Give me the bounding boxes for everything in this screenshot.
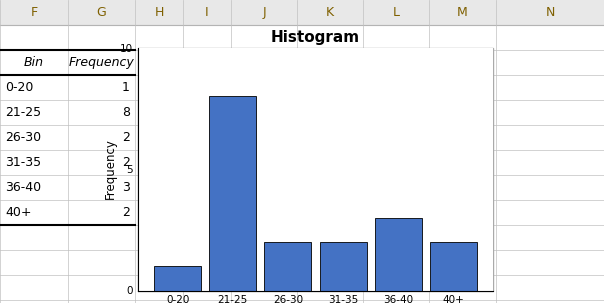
Text: G: G — [97, 6, 106, 19]
Text: M: M — [457, 6, 468, 19]
Bar — [0, 0, 604, 25]
Text: 8: 8 — [122, 106, 130, 119]
Title: Histogram: Histogram — [271, 30, 360, 45]
Bar — [138, 48, 493, 291]
Bar — [210, 96, 256, 291]
Text: 36-40: 36-40 — [5, 181, 41, 194]
Bar — [154, 266, 201, 291]
Text: 31-35: 31-35 — [5, 156, 41, 169]
Bar — [320, 242, 367, 291]
Text: Frequency: Frequency — [69, 56, 134, 69]
Text: 40+: 40+ — [5, 206, 31, 219]
Text: 26-30: 26-30 — [5, 131, 41, 144]
Text: F: F — [30, 6, 37, 19]
Text: 21-25: 21-25 — [5, 106, 41, 119]
Text: J: J — [262, 6, 266, 19]
Text: 2: 2 — [122, 131, 130, 144]
Text: 0-20: 0-20 — [5, 81, 33, 94]
Text: 2: 2 — [122, 206, 130, 219]
Text: 2: 2 — [122, 156, 130, 169]
Bar — [375, 218, 422, 291]
Bar — [265, 242, 312, 291]
Text: N: N — [545, 6, 554, 19]
Bar — [430, 242, 477, 291]
Text: I: I — [205, 6, 209, 19]
Text: K: K — [326, 6, 334, 19]
Text: 3: 3 — [122, 181, 130, 194]
Text: H: H — [154, 6, 164, 19]
Y-axis label: Frequency: Frequency — [104, 138, 117, 199]
Text: L: L — [393, 6, 399, 19]
Text: 1: 1 — [122, 81, 130, 94]
Text: Bin: Bin — [24, 56, 44, 69]
